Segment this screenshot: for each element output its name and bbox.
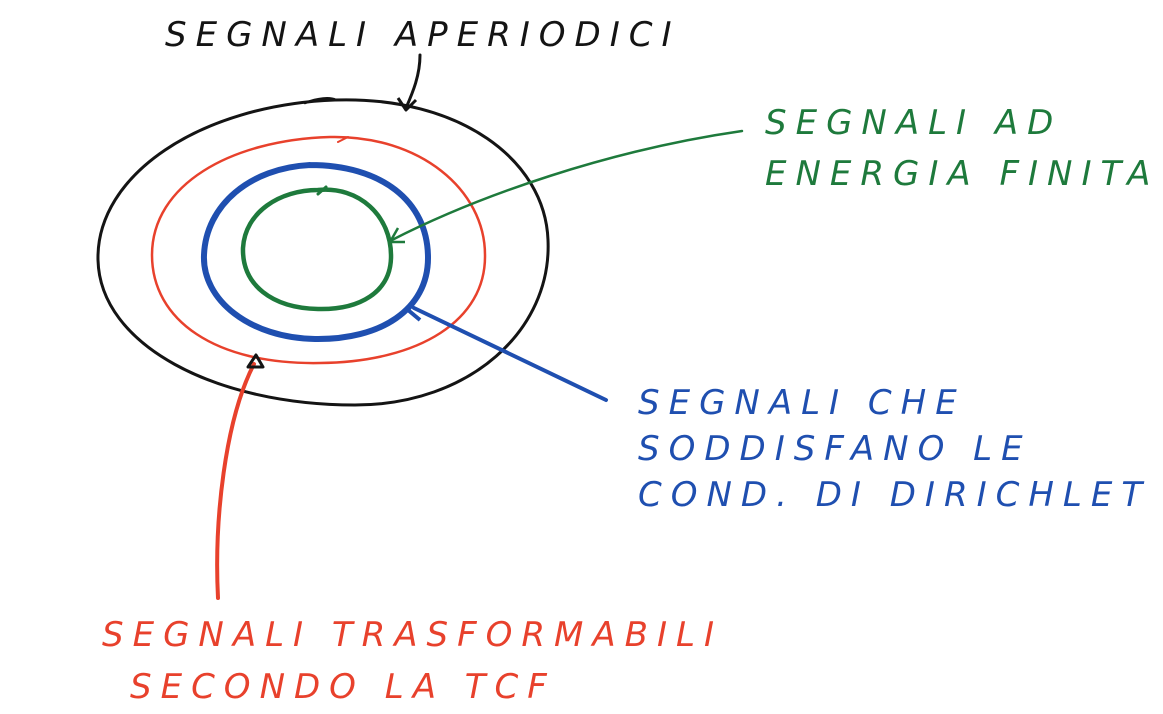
label-dirichlet-line2: SODDISFANO LE	[638, 429, 1032, 469]
arrowhead-transformable	[246, 353, 265, 369]
label-finite-energy-line2: ENERGIA FINITA	[765, 154, 1159, 194]
arrow-aperiodic	[404, 53, 422, 110]
set-transformable-signals	[150, 135, 487, 365]
arrowhead-finite-energy	[388, 227, 405, 244]
arrow-dirichlet	[412, 306, 608, 402]
set-dirichlet-signals	[200, 162, 431, 343]
set-finite-energy-signals	[240, 187, 394, 312]
label-dirichlet-line3: COND. DI DIRICHLET	[638, 475, 1151, 515]
arrow-transformable	[215, 362, 256, 600]
set-transformable-tick	[337, 136, 349, 143]
set-aperiodic-tick	[303, 97, 338, 105]
label-transformable-line2: SECONDO LA TCF	[130, 667, 556, 707]
label-finite-energy-line1: SEGNALI AD	[765, 103, 1062, 143]
set-finite-energy-tick	[316, 185, 328, 196]
arrowhead-aperiodic	[396, 97, 418, 112]
label-aperiodic-signals: SEGNALI APERIODICI	[165, 15, 681, 55]
label-transformable-line1: SEGNALI TRASFORMABILI	[102, 615, 723, 655]
arrow-finite-energy	[390, 129, 744, 242]
arrowhead-dirichlet	[406, 296, 422, 322]
set-aperiodic-signals	[96, 98, 550, 407]
label-dirichlet-line1: SEGNALI CHE	[638, 383, 966, 423]
